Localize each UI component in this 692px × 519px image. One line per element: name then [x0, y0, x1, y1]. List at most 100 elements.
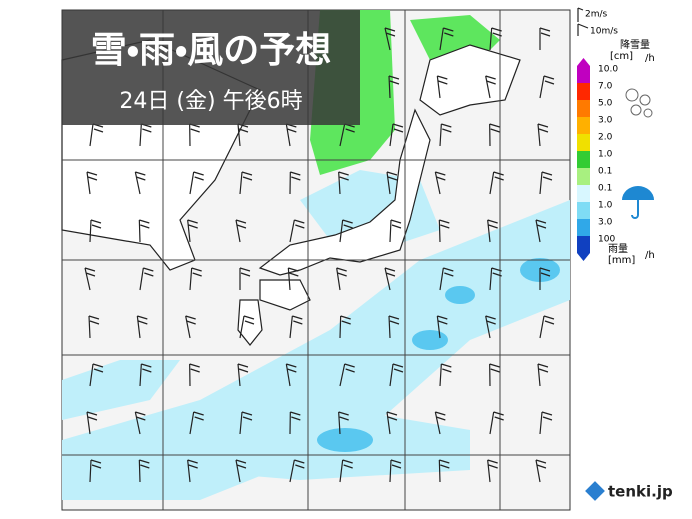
wind-barbs [84, 27, 555, 483]
wind-barb [289, 219, 305, 243]
wind-barb [489, 171, 504, 195]
wind-barb [339, 459, 353, 483]
wind-barb [339, 219, 353, 243]
scale-cell [577, 185, 590, 202]
wind-barb [436, 75, 448, 99]
wind-barb [235, 219, 247, 243]
wind-barb [439, 363, 452, 387]
wind-barb [487, 459, 498, 483]
wind-barb [487, 219, 498, 243]
wind-barb [439, 27, 454, 51]
scale-label: 1.0 [598, 201, 613, 211]
scale-cell [577, 83, 590, 100]
wind-barb [485, 75, 496, 99]
scale-label: 3.0 [598, 116, 613, 126]
wind-barb [289, 411, 301, 435]
wind-barb [86, 171, 98, 195]
wind-barb [338, 411, 349, 435]
wind-barb [389, 459, 402, 483]
legend: 2m/s 10m/s 降雪量 [cm] /h 雨量 [mm] /h [577, 7, 655, 266]
wind-barb [389, 219, 402, 243]
wind-barb [86, 411, 98, 435]
scale-label: 5.0 [598, 99, 613, 109]
wind-barb [289, 315, 303, 339]
logo-text: tenki.jp [608, 483, 673, 501]
wind-barb [189, 267, 202, 291]
wind-barb [138, 459, 150, 483]
scale-cell [577, 151, 590, 168]
scale-label: 10.0 [598, 65, 618, 75]
wind-barb [89, 219, 102, 243]
wind-barb [289, 459, 305, 483]
grid-lines [62, 10, 570, 510]
wind-barb [485, 315, 496, 339]
subtitle: 24日 (金) 午後6時 [119, 89, 302, 114]
wind-barb [134, 411, 146, 435]
wind-barb [336, 267, 347, 291]
wind-barb [489, 411, 504, 435]
wind-barb [187, 219, 198, 243]
wind-barb [537, 123, 549, 147]
wind-barb [436, 315, 448, 339]
wind-barb [89, 459, 102, 483]
wind-barb [539, 267, 551, 290]
wind-barb [338, 171, 349, 195]
scale-label: 7.0 [598, 82, 613, 92]
wind-barb [539, 411, 553, 435]
scale-cell [577, 168, 590, 185]
wind-barb [439, 123, 452, 147]
wind-barb [539, 315, 555, 339]
wind-barb [139, 267, 154, 291]
wind-barb [389, 123, 404, 147]
wind-barb [388, 75, 400, 99]
wind-barb [189, 363, 200, 387]
wind-barb [388, 315, 400, 339]
wind-barb [389, 363, 404, 387]
wind-barb [537, 363, 549, 387]
umbrella-icon [622, 186, 654, 219]
scale-label: 1.0 [598, 150, 613, 160]
scale-label: 3.0 [598, 218, 613, 228]
wind-barb [187, 459, 198, 483]
scale-label: 100 [598, 235, 615, 245]
scale-cell [577, 100, 590, 117]
wind-barb [134, 171, 146, 195]
wind-barb [489, 363, 500, 387]
wind-barb [136, 315, 148, 339]
color-scale: 10.0 7.0 5.0 3.0 2.0 1.0 0.1 0.1 1.0 3.0 100 [577, 58, 618, 261]
scale-label: 0.1 [598, 167, 612, 177]
wind-barb [386, 171, 398, 195]
scale-label: 0.1 [598, 184, 612, 194]
wind-barb [138, 219, 150, 243]
rain-per: /h [645, 250, 655, 261]
wind-barb [339, 363, 355, 387]
wind-barb [237, 363, 249, 387]
wind-barb [287, 267, 299, 291]
wind-barb [539, 27, 551, 50]
scale-cell [577, 66, 590, 83]
wind-barb [239, 411, 253, 435]
logo: tenki.jp [585, 481, 673, 501]
scale-cell [577, 134, 590, 151]
wind-barb [439, 267, 454, 291]
scale-cell [577, 236, 590, 253]
wind-barb [189, 411, 204, 435]
wind-barb [189, 171, 204, 195]
wind-legend: 2m/s [585, 10, 608, 20]
wind-barb [88, 315, 100, 339]
wind-barb [384, 27, 396, 51]
wind-barb [434, 171, 446, 195]
wind-barb [239, 267, 251, 290]
wind-barb [489, 27, 502, 51]
wind-legend: 10m/s [590, 27, 618, 37]
wind-barb [339, 315, 351, 339]
wind-barb [289, 171, 301, 195]
wind-barb [139, 363, 152, 387]
snow-per: /h [645, 53, 655, 64]
wind-barb [535, 219, 547, 243]
scale-cell [577, 117, 590, 134]
wind-barb [185, 315, 196, 339]
wind-barb [239, 171, 253, 195]
